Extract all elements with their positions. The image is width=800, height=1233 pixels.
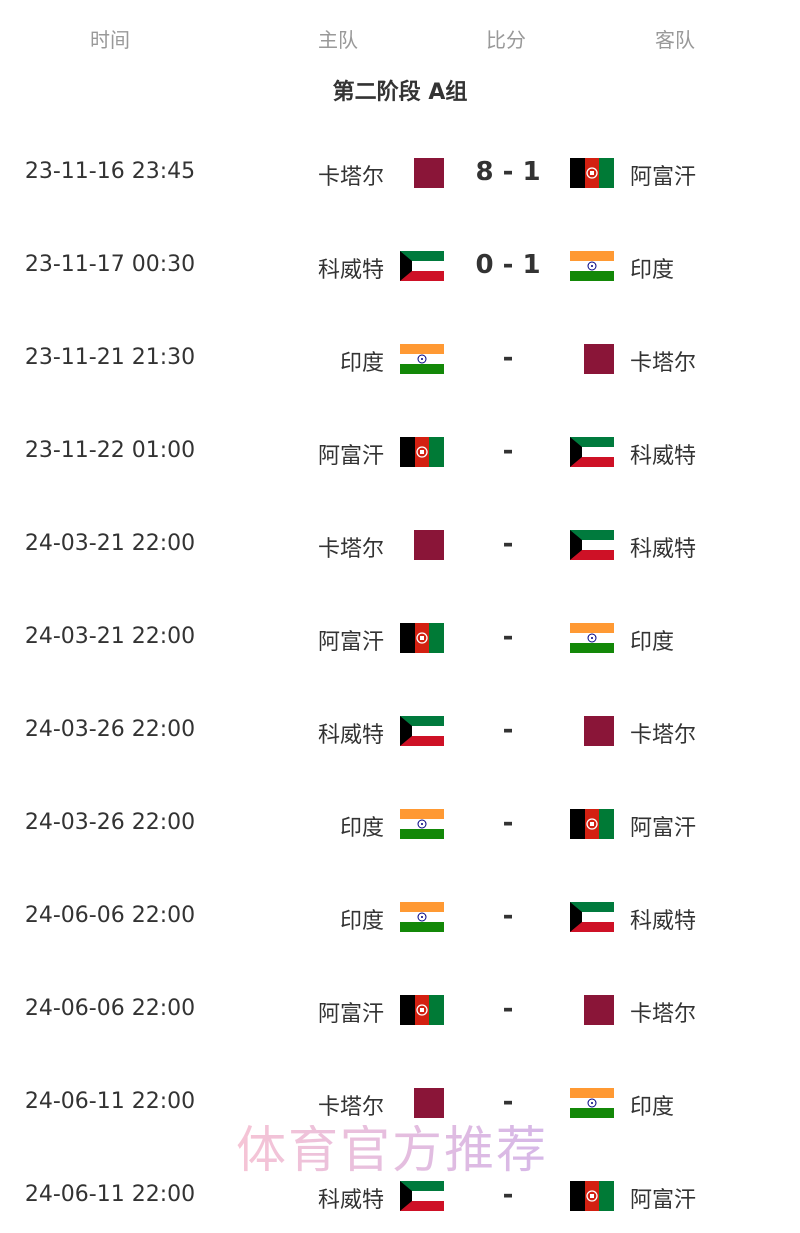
kuwait-flag-icon (400, 251, 444, 281)
match-time: 24-06-06 22:00 (24, 903, 196, 928)
match-time: 24-03-21 22:00 (24, 624, 196, 649)
away-team: 阿富汗 (630, 816, 697, 841)
india-flag-icon (570, 251, 614, 281)
india-flag-icon (400, 902, 444, 932)
home-team: 印度 (339, 909, 384, 934)
match-score: - (502, 622, 514, 652)
away-team: 卡塔尔 (630, 1002, 697, 1027)
home-team: 科威特 (317, 723, 384, 748)
away-team: 卡塔尔 (630, 723, 697, 748)
home-team: 卡塔尔 (317, 537, 384, 562)
away-team: 印度 (630, 258, 675, 283)
match-score: - (502, 343, 514, 373)
match-row[interactable]: 23-11-22 01:00 阿富汗 - 科威特 (0, 432, 800, 472)
afghanistan-flag-icon (400, 995, 444, 1025)
match-row[interactable]: 23-11-16 23:45 卡塔尔 8 - 1 阿富汗 (0, 153, 800, 193)
watermark: 体育官方推荐 (236, 1121, 548, 1179)
match-score: - (502, 901, 514, 931)
afghanistan-flag-icon (570, 158, 614, 188)
afghanistan-flag-icon (570, 1181, 614, 1211)
qatar-flag-icon (400, 158, 444, 188)
afghanistan-flag-icon (400, 623, 444, 653)
match-time: 23-11-16 23:45 (24, 159, 196, 184)
india-flag-icon (570, 623, 614, 653)
india-flag-icon (570, 1088, 614, 1118)
match-time: 23-11-17 00:30 (24, 252, 196, 277)
home-team: 卡塔尔 (317, 165, 384, 190)
match-score: - (502, 1087, 514, 1117)
match-row[interactable]: 23-11-21 21:30 印度 - 卡塔尔 (0, 339, 800, 379)
match-time: 24-06-06 22:00 (24, 996, 196, 1021)
qatar-flag-icon (570, 716, 614, 746)
match-score: - (502, 1180, 514, 1210)
match-row[interactable]: 24-03-26 22:00 印度 - 阿富汗 (0, 804, 800, 844)
kuwait-flag-icon (400, 716, 444, 746)
home-team: 科威特 (317, 1188, 384, 1213)
india-flag-icon (400, 344, 444, 374)
match-row[interactable]: 24-06-06 22:00 阿富汗 - 卡塔尔 (0, 990, 800, 1030)
home-team: 印度 (339, 351, 384, 376)
away-team: 科威特 (630, 444, 697, 469)
away-team: 印度 (630, 1095, 675, 1120)
afghanistan-flag-icon (570, 809, 614, 839)
home-team: 阿富汗 (317, 1002, 384, 1027)
match-time: 24-03-26 22:00 (24, 810, 196, 835)
match-row[interactable]: 24-03-21 22:00 阿富汗 - 印度 (0, 618, 800, 658)
qatar-flag-icon (570, 995, 614, 1025)
home-team: 印度 (339, 816, 384, 841)
match-time: 24-03-26 22:00 (24, 717, 196, 742)
match-row[interactable]: 24-06-06 22:00 印度 - 科威特 (0, 897, 800, 937)
match-time: 24-06-11 22:00 (24, 1089, 196, 1114)
kuwait-flag-icon (400, 1181, 444, 1211)
match-time: 24-03-21 22:00 (24, 531, 196, 556)
match-score: - (502, 529, 514, 559)
match-score: - (502, 436, 514, 466)
qatar-flag-icon (400, 1088, 444, 1118)
home-team: 卡塔尔 (317, 1095, 384, 1120)
group-title: 第二阶段 A组 (332, 80, 468, 105)
match-score: - (502, 808, 514, 838)
header-home: 主队 (318, 28, 358, 52)
home-team: 科威特 (317, 258, 384, 283)
away-team: 卡塔尔 (630, 351, 697, 376)
match-row[interactable]: 23-11-17 00:30 科威特 0 - 1 印度 (0, 246, 800, 286)
match-row[interactable]: 24-06-11 22:00 卡塔尔 - 印度 (0, 1083, 800, 1123)
match-score: - (502, 715, 514, 745)
away-team: 科威特 (630, 909, 697, 934)
away-team: 阿富汗 (630, 165, 697, 190)
home-team: 阿富汗 (317, 630, 384, 655)
away-team: 印度 (630, 630, 675, 655)
india-flag-icon (400, 809, 444, 839)
kuwait-flag-icon (570, 902, 614, 932)
header-away: 客队 (655, 28, 695, 52)
header-time: 时间 (90, 28, 130, 52)
match-row[interactable]: 24-06-11 22:00 科威特 - 阿富汗 (0, 1176, 800, 1216)
match-row[interactable]: 24-03-21 22:00 卡塔尔 - 科威特 (0, 525, 800, 565)
away-team: 科威特 (630, 537, 697, 562)
home-team: 阿富汗 (317, 444, 384, 469)
match-score: 0 - 1 (475, 250, 541, 280)
match-time: 24-06-11 22:00 (24, 1182, 196, 1207)
match-time: 23-11-22 01:00 (24, 438, 196, 463)
match-time: 23-11-21 21:30 (24, 345, 196, 370)
kuwait-flag-icon (570, 437, 614, 467)
afghanistan-flag-icon (400, 437, 444, 467)
match-row[interactable]: 24-03-26 22:00 科威特 - 卡塔尔 (0, 711, 800, 751)
match-score: - (502, 994, 514, 1024)
away-team: 阿富汗 (630, 1188, 697, 1213)
qatar-flag-icon (400, 530, 444, 560)
qatar-flag-icon (570, 344, 614, 374)
header-score: 比分 (486, 28, 526, 52)
match-score: 8 - 1 (475, 157, 541, 187)
kuwait-flag-icon (570, 530, 614, 560)
